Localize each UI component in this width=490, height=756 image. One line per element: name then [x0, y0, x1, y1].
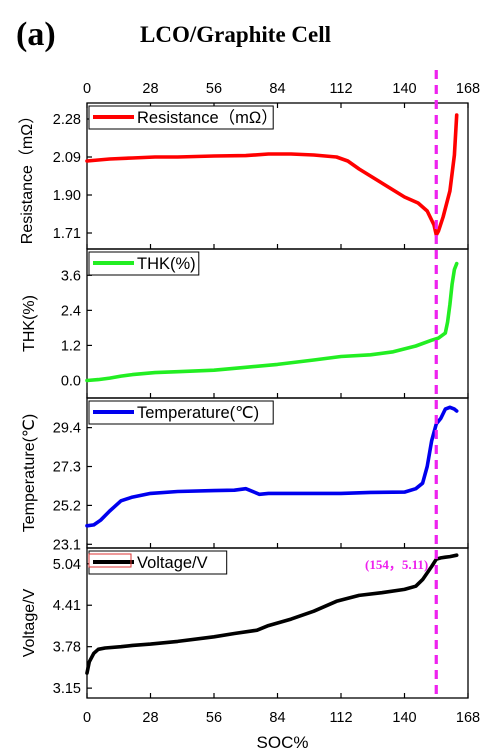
resistance-ytick-label: 2.28	[53, 112, 81, 128]
voltage-ytick-label: 3.78	[53, 640, 81, 656]
resistance-ytick-label: 2.09	[53, 150, 81, 166]
bottom-xtick-label: 0	[83, 710, 91, 726]
thk-ytick-label: 0.0	[61, 373, 81, 389]
top-xtick-label: 140	[392, 81, 416, 97]
chart-title: LCO/Graphite Cell	[140, 22, 331, 47]
voltage-annotation: (154，5.11)	[365, 557, 428, 572]
temperature-y-axis-label: Temperature(℃)	[21, 414, 38, 532]
plot-area: 1.71 1.90 2.09 2.28 Resistance（mΩ） Resistance…	[18, 70, 480, 752]
thk-legend-label: THK(%)	[137, 255, 196, 273]
thk-ytick-label: 1.2	[61, 338, 81, 354]
bottom-xtick-label: 140	[392, 710, 416, 726]
bottom-xtick-label: 84	[269, 710, 285, 726]
voltage-y-axis-label: Voltage/V	[21, 588, 38, 657]
bottom-xtick-label: 28	[142, 710, 158, 726]
voltage-ytick-label: 4.41	[53, 598, 81, 614]
resistance-y-axis-label: Resistance（mΩ）	[18, 108, 36, 244]
resistance-ytick-label: 1.71	[53, 226, 81, 242]
thk-ytick-label: 2.4	[61, 303, 81, 319]
top-xtick-label: 0	[83, 81, 91, 97]
thk-ytick-label: 3.6	[61, 268, 81, 284]
top-xtick-label: 56	[206, 81, 222, 97]
voltage-series-line	[85, 553, 459, 675]
resistance-series-line	[85, 113, 459, 237]
voltage-ytick-label: 5.04	[53, 557, 81, 573]
temperature-ytick-label: 25.2	[53, 498, 81, 514]
temperature-legend-label: Temperature(℃)	[137, 404, 259, 422]
temperature-ytick-label: 23.1	[53, 537, 81, 553]
x-axis-label: SOC%	[257, 733, 309, 752]
top-xtick-label: 168	[456, 81, 480, 97]
bottom-xtick-label: 112	[329, 710, 352, 726]
resistance-legend-box	[88, 105, 274, 130]
voltage-legend-label: Voltage/V	[137, 554, 208, 572]
bottom-xtick-label: 56	[206, 710, 222, 726]
thk-y-axis-label: THK(%)	[21, 295, 38, 352]
resistance-ytick-label: 1.90	[53, 188, 81, 204]
top-xtick-label: 84	[269, 81, 285, 97]
temperature-ytick-label: 29.4	[53, 421, 81, 437]
thk-series-line	[85, 261, 459, 383]
panel-label: (a)	[16, 16, 56, 53]
temperature-series-line	[85, 405, 459, 528]
bottom-xtick-label: 168	[456, 710, 480, 726]
voltage-legend-highlight	[88, 553, 132, 568]
temperature-legend-box	[88, 400, 274, 425]
voltage-ytick-label: 3.15	[53, 681, 81, 697]
top-xtick-label: 112	[329, 81, 352, 97]
resistance-legend-label: Resistance（mΩ）	[137, 108, 278, 127]
temperature-ytick-label: 27.3	[53, 460, 81, 476]
top-xtick-label: 28	[142, 81, 158, 97]
thk-legend-box	[88, 251, 200, 276]
